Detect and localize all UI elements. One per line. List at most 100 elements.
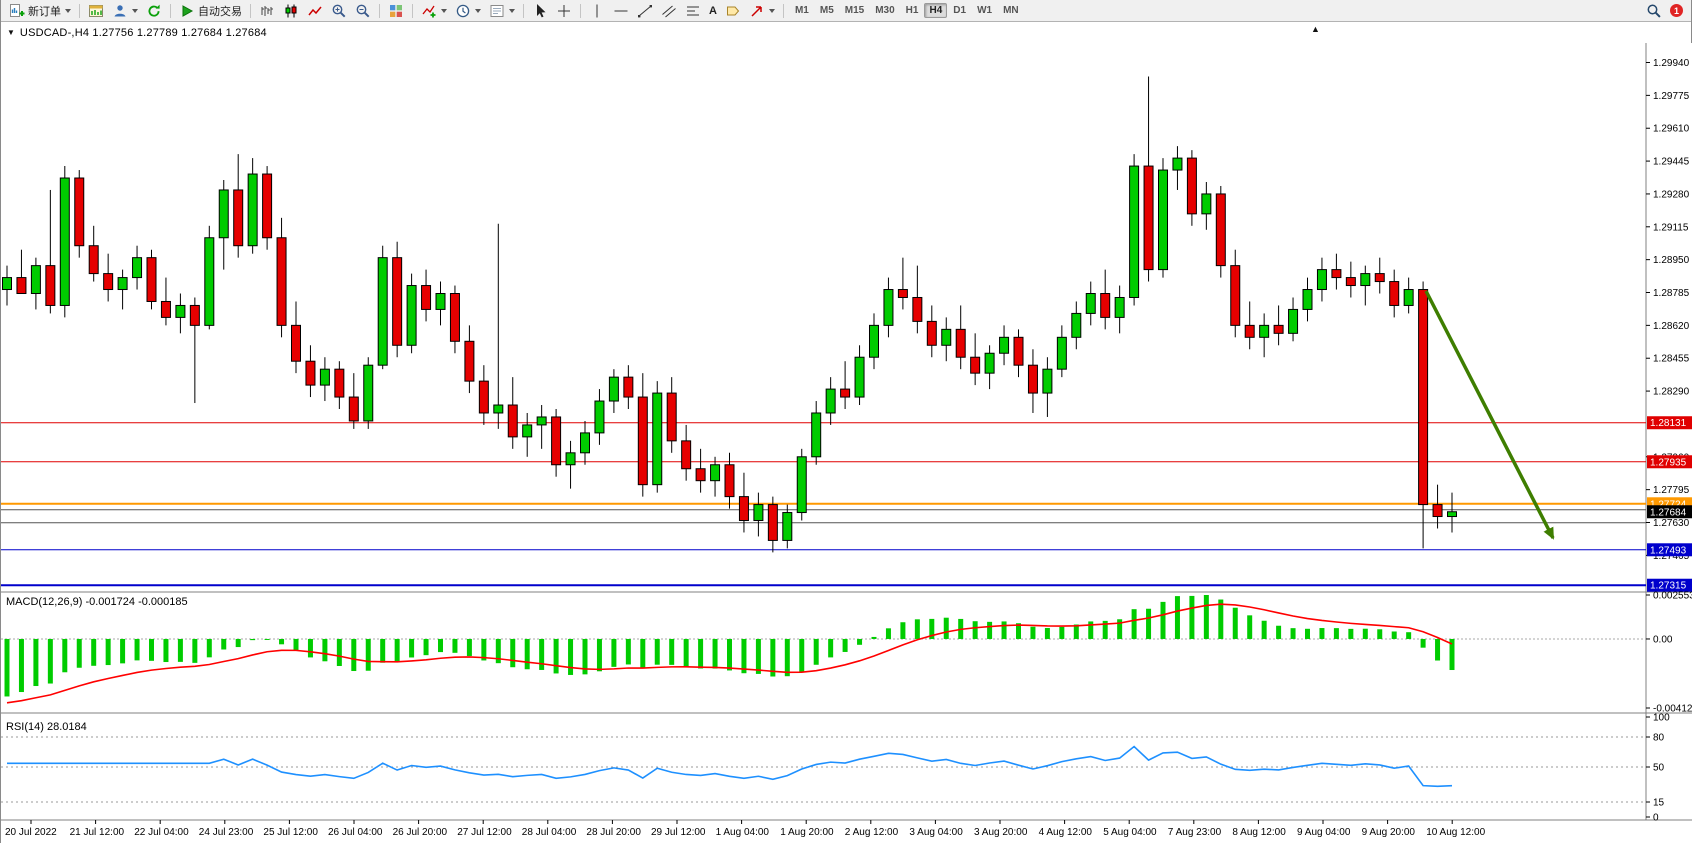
vertical-line-tool-button[interactable] [585,1,609,21]
indicators-button[interactable] [417,1,451,21]
cursor-icon [532,3,548,19]
price-marker-label: 1.28131 [1650,418,1687,429]
fibonacci-tool-button[interactable] [681,1,705,21]
time-axis-label: 21 Jul 12:00 [70,827,125,838]
candles-layer [2,76,1457,553]
rsi-axis-label: 80 [1653,733,1665,744]
time-axis-label: 7 Aug 23:00 [1168,827,1222,838]
price-marker-label: 1.27684 [1650,507,1687,518]
clock-icon [455,3,471,19]
timeframe-button-m5[interactable]: M5 [819,5,834,16]
timeframe-button-m30[interactable]: M30 [875,5,895,16]
rsi-label: RSI(14) 28.0184 [6,721,87,733]
bar-chart-icon [259,3,275,19]
templates-button[interactable] [485,1,519,21]
toolbar-separator [412,3,413,18]
price-axis-label: 1.28785 [1653,288,1690,299]
autotrading-play-icon [179,3,195,19]
price-marker-1.27493 [1647,543,1692,557]
search-button[interactable] [1642,1,1666,21]
bar-chart-mode-button[interactable] [255,1,279,21]
toolbar-separator [580,3,581,18]
main-toolbar: 新订单 自动交易 [1,0,1691,22]
text-tool-button[interactable]: A [705,1,721,21]
trend-arrow[interactable] [1424,290,1555,540]
label-tool-button[interactable] [721,1,745,21]
timeframe-button-m15[interactable]: M15 [844,5,865,16]
chart-window-button[interactable] [84,1,108,21]
timeframe-button-h1[interactable]: H1 [905,5,919,16]
auto-trading-label: 自动交易 [198,5,242,18]
rsi-axis-label: 100 [1653,713,1670,724]
template-icon [489,3,505,19]
timeframe-button-m1[interactable]: M1 [794,5,809,16]
one-click-trading-toggle-icon[interactable]: ▼ [7,28,15,37]
refresh-icon [146,3,162,19]
auto-trading-button[interactable]: 自动交易 [175,1,246,21]
chevron-down-icon [132,8,138,13]
time-axis-label: 28 Jul 04:00 [522,827,577,838]
new-order-button[interactable]: 新订单 [5,1,75,21]
notification-badge[interactable]: 1 [1670,4,1683,17]
candlestick-mode-button[interactable] [279,1,303,21]
time-axis-label: 20 Jul 2022 [5,827,57,838]
periods-button[interactable] [451,1,485,21]
price-axis-label: 1.28290 [1653,387,1690,398]
price-axis-label: 1.29445 [1653,157,1690,168]
time-axis-label: 29 Jul 12:00 [651,827,706,838]
zoom-out-icon [355,3,371,19]
cursor-tool-button[interactable] [528,1,552,21]
price-axis-label: 1.27630 [1653,518,1690,529]
search-icon [1646,3,1662,19]
time-axis-label: 9 Aug 20:00 [1362,827,1416,838]
horizontal-line-tool-button[interactable] [609,1,633,21]
time-axis-label: 26 Jul 20:00 [393,827,448,838]
price-marker-1.27315 [1647,578,1692,592]
macd-axis-label: 0.002553 [1653,591,1692,602]
price-marker-label: 1.27315 [1650,581,1687,592]
trendline-icon [637,3,653,19]
time-axis-label: 25 Jul 12:00 [263,827,318,838]
refresh-button[interactable] [142,1,166,21]
chart-window-icon [88,3,104,19]
trendline-tool-button[interactable] [633,1,657,21]
profiles-button[interactable] [108,1,142,21]
toolbar-separator [79,3,80,18]
new-order-icon [9,3,25,19]
timeframe-button-mn[interactable]: MN [1003,5,1019,16]
arrows-tool-button[interactable] [745,1,779,21]
time-axis-label: 10 Aug 12:00 [1426,827,1485,838]
price-axis-label: 1.28620 [1653,321,1690,332]
crosshair-tool-button[interactable] [552,1,576,21]
chevron-down-icon [475,8,481,13]
time-axis-label: 27 Jul 12:00 [457,827,512,838]
chart-window: ▼ USDCAD-,H4 1.27756 1.27789 1.27684 1.2… [1,22,1692,849]
crosshair-icon [556,3,572,19]
timeframe-button-h4[interactable]: H4 [924,3,948,18]
label-tag-icon [725,3,741,19]
profiles-icon [112,3,128,19]
toolbar-separator [170,3,171,18]
zoom-in-button[interactable] [327,1,351,21]
timeframe-button-d1[interactable]: D1 [953,5,967,16]
chart-shift-marker-icon[interactable]: ▲ [1311,24,1320,34]
line-chart-mode-button[interactable] [303,1,327,21]
time-axis-label: 1 Aug 04:00 [716,827,770,838]
price-marker-label: 1.27493 [1650,545,1687,556]
time-axis-label: 3 Aug 04:00 [909,827,963,838]
chevron-down-icon [65,8,71,13]
chart-canvas[interactable]: 1.29940 1.29775 1.29610 1.29445 1.29280 1.291… [1,43,1692,844]
macd-axis-label: 0.00 [1653,634,1673,645]
price-marker-1.27935 [1647,455,1692,469]
chevron-down-icon [441,8,447,13]
time-axis-label: 28 Jul 20:00 [586,827,641,838]
time-axis-label: 24 Jul 23:00 [199,827,254,838]
rsi-axis-label: 50 [1653,763,1665,774]
zoom-out-button[interactable] [351,1,375,21]
tile-windows-button[interactable] [384,1,408,21]
time-axis-label: 9 Aug 04:00 [1297,827,1351,838]
chart-title-row: ▼ USDCAD-,H4 1.27756 1.27789 1.27684 1.2… [1,22,1691,43]
time-axis-label: 4 Aug 12:00 [1039,827,1093,838]
channel-tool-button[interactable] [657,1,681,21]
timeframe-button-w1[interactable]: W1 [977,5,993,16]
